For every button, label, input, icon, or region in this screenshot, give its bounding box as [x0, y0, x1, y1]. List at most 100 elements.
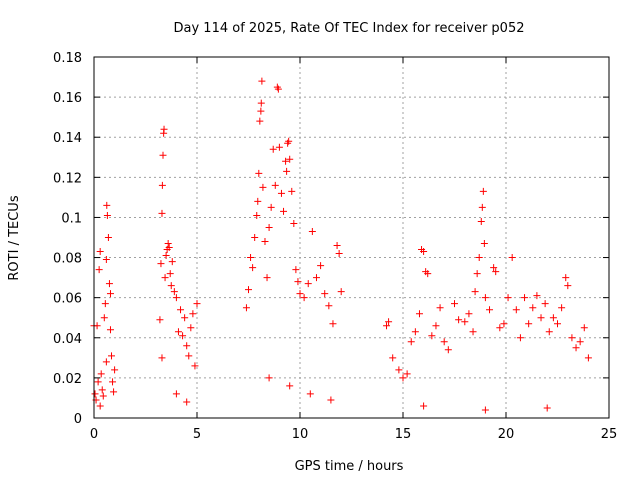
data-point — [253, 211, 261, 219]
data-point — [424, 270, 432, 278]
data-point — [165, 244, 173, 252]
data-point — [96, 248, 104, 256]
data-point — [103, 211, 111, 219]
data-point — [258, 77, 266, 85]
data-point — [545, 328, 553, 336]
data-point — [385, 318, 393, 326]
data-point — [436, 304, 444, 312]
data-point — [479, 187, 487, 195]
data-point — [96, 402, 104, 410]
data-point — [164, 240, 172, 248]
data-point — [290, 219, 298, 227]
data-point — [304, 280, 312, 288]
data-point — [179, 332, 187, 340]
data-point — [249, 264, 257, 272]
plot-frame — [93, 56, 610, 419]
data-point — [91, 390, 99, 398]
data-point — [158, 354, 166, 362]
data-point — [440, 338, 448, 346]
data-point — [480, 240, 488, 248]
data-point — [516, 334, 524, 342]
data-point — [558, 304, 566, 312]
data-point — [395, 366, 403, 374]
data-point — [108, 352, 116, 360]
data-point — [172, 390, 180, 398]
data-point — [508, 254, 516, 262]
data-point — [584, 354, 592, 362]
data-point — [541, 300, 549, 308]
data-point — [461, 318, 469, 326]
data-point — [100, 314, 108, 322]
data-point — [321, 290, 329, 298]
data-point — [403, 370, 411, 378]
data-point — [170, 288, 178, 296]
data-point — [444, 346, 452, 354]
data-point — [420, 248, 428, 256]
data-point — [104, 234, 112, 241]
data-point — [181, 314, 189, 322]
data-point — [271, 181, 279, 189]
data-point — [102, 256, 110, 264]
data-point — [481, 406, 489, 414]
data-point — [257, 107, 265, 115]
data-points — [90, 77, 592, 414]
data-point — [500, 320, 508, 328]
data-point — [294, 278, 302, 286]
data-point — [106, 326, 114, 334]
data-point — [465, 310, 473, 318]
data-point — [167, 282, 175, 290]
data-point — [102, 358, 110, 366]
data-point — [156, 316, 164, 324]
data-point — [288, 187, 296, 195]
data-point — [159, 151, 167, 159]
y-tick-label: 0 — [74, 412, 82, 427]
data-point — [469, 328, 477, 336]
x-tick-label: 0 — [90, 427, 98, 442]
data-point — [109, 378, 117, 386]
data-point — [101, 300, 109, 308]
data-point — [265, 223, 273, 231]
data-point — [161, 274, 169, 282]
data-point — [327, 396, 335, 404]
data-point — [283, 167, 291, 175]
y-tick-label: 0.02 — [53, 372, 82, 387]
data-point — [308, 227, 316, 235]
data-point — [490, 264, 498, 272]
data-point — [496, 324, 504, 332]
data-point — [282, 157, 290, 165]
data-point — [576, 338, 584, 346]
data-point — [451, 300, 458, 308]
y-tick-label: 0.18 — [53, 51, 82, 66]
data-point — [158, 209, 166, 217]
data-point — [325, 302, 333, 310]
data-point — [191, 362, 199, 370]
data-point — [399, 374, 407, 382]
data-point — [98, 386, 106, 394]
x-tick-label: 20 — [498, 427, 515, 442]
data-point — [251, 234, 259, 241]
data-point — [478, 203, 486, 211]
data-point — [103, 201, 111, 209]
y-tick-label: 0.06 — [53, 292, 82, 307]
data-point — [471, 288, 479, 296]
data-point — [407, 338, 415, 346]
x-axis-label: GPS time / hours — [295, 459, 404, 474]
data-point — [274, 85, 282, 93]
data-point — [529, 304, 537, 312]
data-point — [280, 207, 288, 215]
data-point — [193, 300, 201, 308]
data-point — [292, 266, 300, 274]
data-point — [97, 370, 105, 378]
data-point — [247, 254, 255, 262]
data-point — [329, 320, 337, 328]
x-tick-label: 5 — [193, 427, 201, 442]
data-point — [174, 328, 182, 336]
plot-border — [93, 56, 610, 419]
data-point — [296, 290, 304, 298]
data-point — [477, 217, 485, 225]
data-point — [185, 352, 193, 360]
data-point — [306, 390, 314, 398]
data-point — [564, 282, 572, 290]
data-point — [428, 332, 436, 340]
data-point — [110, 388, 118, 396]
